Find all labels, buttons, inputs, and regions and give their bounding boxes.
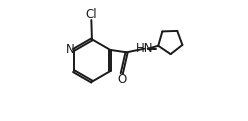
Text: Cl: Cl: [86, 8, 97, 21]
Text: N: N: [65, 43, 74, 56]
Text: HN: HN: [135, 42, 153, 55]
Text: O: O: [117, 73, 126, 86]
